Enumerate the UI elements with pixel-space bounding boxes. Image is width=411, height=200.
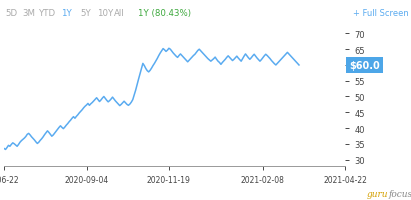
Text: 3M: 3M xyxy=(23,9,36,18)
Text: 1Y (80.43%): 1Y (80.43%) xyxy=(138,9,191,18)
Text: All: All xyxy=(114,9,125,18)
Text: 5D: 5D xyxy=(5,9,18,18)
Text: YTD: YTD xyxy=(39,9,56,18)
Text: $60.0: $60.0 xyxy=(349,61,380,71)
Text: 5Y: 5Y xyxy=(80,9,91,18)
Text: 10Y: 10Y xyxy=(97,9,113,18)
Text: guru: guru xyxy=(367,189,388,198)
Text: focus: focus xyxy=(388,189,411,198)
Text: 1Y: 1Y xyxy=(61,9,72,18)
Text: + Full Screen: + Full Screen xyxy=(353,9,409,18)
